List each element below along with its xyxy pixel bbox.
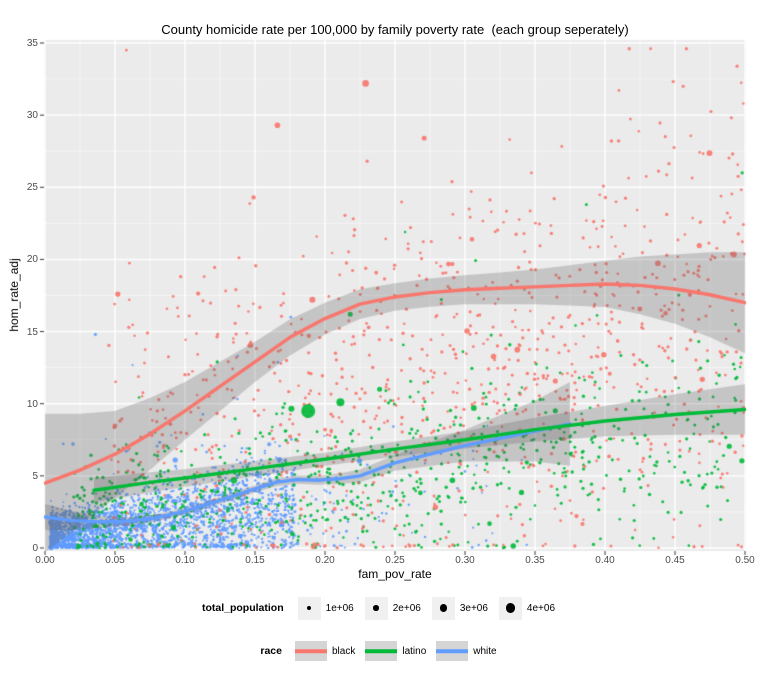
size-key-box — [297, 596, 321, 620]
size-key-box — [498, 596, 522, 620]
size-legend-title: total_population — [201, 602, 284, 614]
chart-title: County homicide rate per 100,000 by fami… — [161, 22, 629, 37]
x-tick-label: 0.05 — [105, 555, 125, 566]
race-legend-key: black — [294, 641, 359, 661]
size-legend-label: 3e+06 — [459, 602, 488, 614]
race-legend: race black latino white — [0, 639, 761, 663]
y-tick-label: 15 — [26, 326, 38, 338]
population-dot-icon — [307, 606, 312, 610]
race-key-box — [294, 641, 327, 661]
size-legend-key: 2e+06 — [364, 596, 425, 620]
x-tick-label: 0.00 — [35, 555, 55, 566]
y-tick-label: 10 — [26, 398, 38, 410]
y-tick-label: 20 — [26, 254, 38, 266]
y-tick-label: 0 — [32, 543, 38, 554]
race-legend-label: black — [331, 645, 356, 657]
size-legend-key: 1e+06 — [297, 596, 358, 620]
population-dot-icon — [373, 605, 379, 611]
x-tick-label: 0.45 — [665, 555, 685, 566]
x-axis-title: fam_pov_rate — [358, 567, 432, 581]
race-legend-label: latino — [402, 645, 427, 657]
trend-line-swatch-icon — [436, 649, 469, 653]
y-tick-label: 25 — [26, 182, 38, 194]
size-legend-key: 3e+06 — [431, 596, 492, 620]
x-tick-label: 0.20 — [315, 555, 335, 566]
x-tick-label: 0.50 — [735, 555, 755, 566]
race-key-box — [436, 641, 469, 661]
x-tick-label: 0.35 — [525, 555, 545, 566]
trend-line-swatch-icon — [294, 649, 327, 653]
x-tick-label: 0.30 — [455, 555, 475, 566]
race-legend-title: race — [260, 645, 282, 657]
y-tick-label: 35 — [26, 37, 38, 49]
race-legend-key: white — [436, 641, 500, 661]
race-legend-label: white — [473, 645, 497, 657]
race-legend-key: latino — [365, 641, 430, 661]
size-legend: total_population 1e+06 2e+06 3e+06 4e+06 — [0, 594, 761, 622]
size-legend-label: 2e+06 — [392, 602, 421, 614]
x-tick-label: 0.25 — [385, 555, 405, 566]
y-tick-label: 30 — [26, 110, 38, 122]
trend-line-swatch-icon — [365, 649, 398, 653]
x-tick-label: 0.15 — [245, 555, 265, 566]
y-tick-label: 5 — [32, 470, 38, 482]
size-legend-label: 1e+06 — [325, 602, 354, 614]
size-key-box — [431, 596, 455, 620]
population-dot-icon — [505, 603, 516, 613]
size-key-box — [364, 596, 388, 620]
size-legend-label: 4e+06 — [526, 602, 556, 614]
size-legend-key: 4e+06 — [498, 596, 559, 620]
x-tick-label: 0.10 — [175, 555, 195, 566]
population-dot-icon — [439, 604, 448, 612]
y-axis-title: hom_rate_adj — [7, 258, 21, 332]
race-key-box — [365, 641, 398, 661]
x-tick-label: 0.40 — [595, 555, 615, 566]
